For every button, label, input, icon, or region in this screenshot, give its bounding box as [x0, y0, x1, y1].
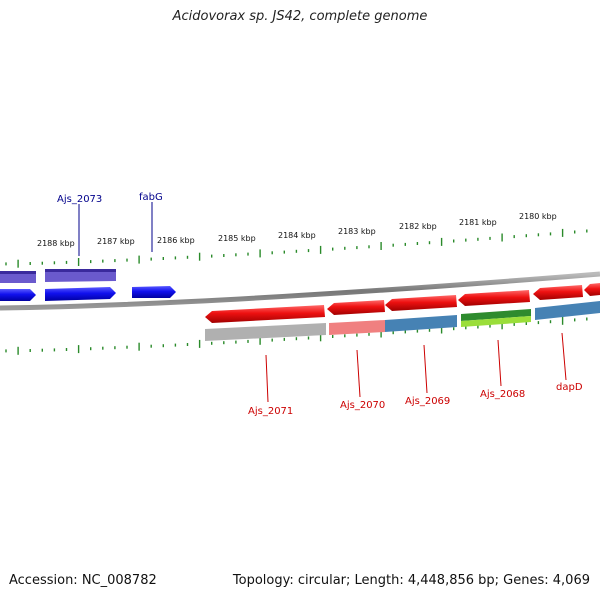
- ruler-label: 2186 kbp: [157, 236, 195, 245]
- gene-arrow-reverse[interactable]: [458, 290, 530, 306]
- cog-bar[interactable]: [385, 315, 457, 332]
- gene-arrow-reverse[interactable]: [385, 295, 457, 311]
- forward-cog-track: [0, 269, 116, 283]
- accession-text: Accession: NC_008782: [9, 573, 157, 588]
- gene-arrow-forward[interactable]: [45, 287, 116, 301]
- reverse-gene-track: [205, 283, 600, 323]
- gene-arrow-reverse[interactable]: [327, 300, 385, 315]
- cog-bar[interactable]: [45, 269, 116, 282]
- label-leaders: [78, 202, 567, 403]
- topology-summary: Topology: circular; Length: 4,448,856 bp…: [232, 573, 590, 588]
- ruler-label: 2182 kbp: [399, 222, 437, 231]
- gene-arrow-reverse[interactable]: [533, 285, 583, 300]
- cog-bar[interactable]: [329, 320, 385, 335]
- reverse-cog-track: [205, 301, 600, 341]
- gene-label-reverse[interactable]: Ajs_2070: [340, 400, 385, 411]
- gene-label-reverse[interactable]: dapD: [556, 382, 583, 393]
- cog-bar-edge: [0, 271, 36, 274]
- gene-label-forward[interactable]: Ajs_2073: [57, 194, 102, 205]
- gene-label-forward[interactable]: fabG: [139, 192, 163, 203]
- gene-arrow-forward[interactable]: [132, 286, 176, 298]
- gene-labels: Ajs_2073 fabG Ajs_2071 Ajs_2070 Ajs_2069…: [57, 192, 583, 417]
- ruler-label: 2180 kbp: [519, 212, 557, 221]
- gene-arrow-forward[interactable]: [0, 289, 36, 301]
- ruler-label: 2183 kbp: [338, 227, 376, 236]
- ruler-label: 2181 kbp: [459, 218, 497, 227]
- genome-backbone: [0, 271, 600, 311]
- gene-label-reverse[interactable]: Ajs_2068: [480, 389, 525, 400]
- ruler-label: 2188 kbp: [37, 239, 75, 248]
- cog-bar[interactable]: [535, 301, 600, 320]
- gene-label-reverse[interactable]: Ajs_2069: [405, 396, 450, 407]
- map-title: Acidovorax sp. JS42, complete genome: [172, 9, 428, 24]
- cog-bar[interactable]: [205, 323, 326, 341]
- forward-gene-track: [0, 286, 176, 301]
- ruler-ticks-bottom: [5, 316, 588, 355]
- cog-bar[interactable]: [461, 309, 531, 321]
- ruler-labels: 2188 kbp 2187 kbp 2186 kbp 2185 kbp 2184…: [37, 212, 557, 248]
- gene-label-reverse[interactable]: Ajs_2071: [248, 406, 293, 417]
- cog-bar-edge: [45, 269, 116, 272]
- cog-bar[interactable]: [461, 316, 531, 327]
- ruler-ticks-top: [5, 228, 588, 268]
- ruler-label: 2185 kbp: [218, 234, 256, 243]
- gene-arrow-reverse[interactable]: [205, 305, 325, 323]
- ruler-label: 2184 kbp: [278, 231, 316, 240]
- ruler-label: 2187 kbp: [97, 237, 135, 246]
- gene-arrow-reverse[interactable]: [584, 283, 600, 296]
